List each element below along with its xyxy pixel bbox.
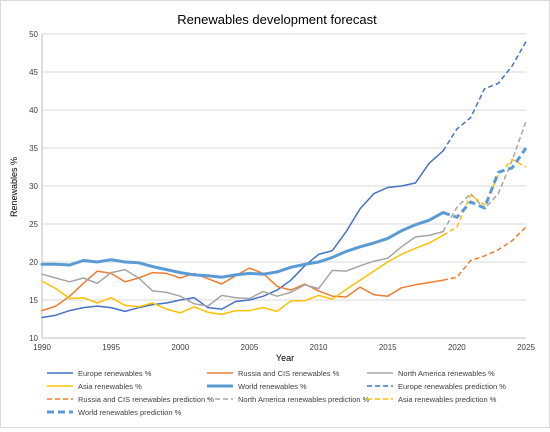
y-tick-label: 20	[29, 258, 38, 267]
x-tick-label: 2010	[310, 343, 328, 352]
y-tick-label: 15	[29, 296, 38, 305]
legend-label: North America renewables prediction %	[238, 395, 370, 404]
x-tick-label: 1995	[102, 343, 120, 352]
x-tick-label: 2015	[379, 343, 397, 352]
chart-title: Renewables development forecast	[177, 12, 377, 27]
y-tick-label: 40	[29, 106, 38, 115]
series-line-1	[41, 150, 444, 319]
series-line-9	[442, 158, 527, 237]
legend-label: North America renewables %	[398, 369, 495, 378]
legend-label: Russia and CIS renewables %	[238, 369, 340, 378]
y-tick-label: 30	[29, 182, 38, 191]
x-tick-label: 2020	[448, 343, 466, 352]
x-tick-label: 2000	[171, 343, 189, 352]
y-axis-title: Renewables %	[9, 157, 19, 217]
x-axis-title: Year	[276, 353, 294, 363]
series-line-4	[41, 234, 444, 316]
plot-series	[40, 41, 528, 319]
legend-label: Asia renewables %	[78, 382, 142, 391]
legend-label: Russia and CIS renewables prediction %	[78, 395, 214, 404]
legend-label: Asia renewables prediction %	[398, 395, 497, 404]
x-tick-label: 1990	[33, 343, 51, 352]
legend-label: World renewables %	[238, 382, 307, 391]
y-tick-label: 35	[29, 144, 38, 153]
x-tick-label: 2005	[241, 343, 259, 352]
y-tick-label: 10	[29, 334, 38, 343]
y-tick-label: 45	[29, 68, 38, 77]
legend: Europe renewables % Russia and CIS renewa…	[47, 369, 506, 417]
y-tick-label: 50	[29, 30, 38, 39]
legend-label: World renewables prediction %	[78, 408, 182, 417]
x-tick-label: 2025	[517, 343, 535, 352]
y-tick-label: 25	[29, 220, 38, 229]
series-line-6	[442, 41, 527, 152]
series-line-5	[40, 211, 445, 279]
legend-label: Europe renewables prediction %	[398, 382, 506, 391]
series-line-8	[442, 121, 527, 232]
series-line-3	[41, 230, 444, 307]
series-line-10	[442, 147, 528, 219]
series-line-7	[442, 226, 527, 281]
gridlines	[42, 33, 526, 339]
legend-label: Europe renewables %	[78, 369, 152, 378]
series-line-2	[41, 267, 444, 312]
